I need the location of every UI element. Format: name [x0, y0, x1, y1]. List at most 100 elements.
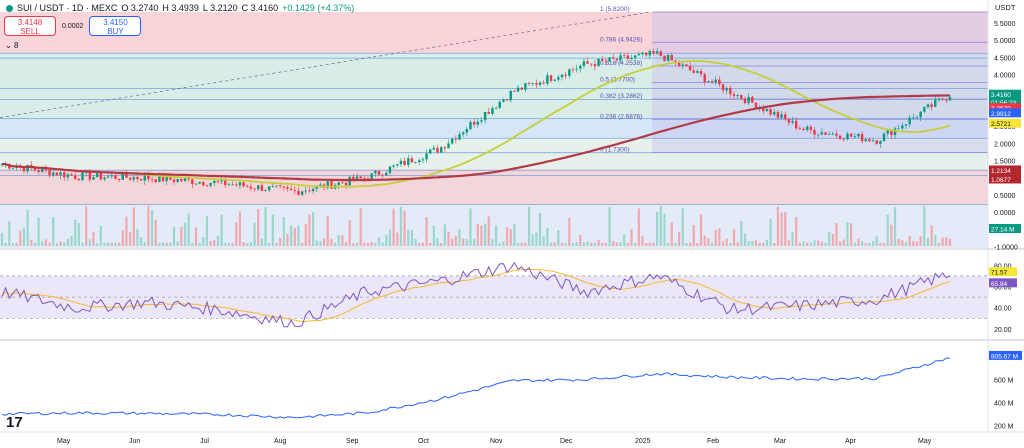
volume-bar: [333, 242, 337, 246]
candle-body: [249, 186, 253, 189]
candle-body: [469, 121, 472, 130]
ma-long-line: [2, 94, 950, 182]
candle-body: [641, 52, 644, 55]
candle-body: [48, 169, 51, 176]
candle-body: [908, 117, 911, 125]
volume-bar: [901, 240, 904, 246]
volume-bar: [275, 242, 278, 246]
candle-body: [183, 178, 187, 182]
volume-bar: [542, 236, 545, 246]
sell-button[interactable]: 3.4148 SELL: [4, 16, 56, 36]
candle-body: [396, 164, 399, 166]
tradingview-logo[interactable]: 17: [6, 414, 23, 431]
volume-bar: [751, 241, 754, 246]
volume-bar: [740, 220, 743, 246]
candle-body: [216, 180, 220, 182]
volume-bar: [871, 241, 875, 246]
volume-bar: [312, 212, 315, 246]
time-axis-label: Oct: [418, 438, 429, 445]
candle-body: [582, 61, 586, 66]
volume-bar: [388, 229, 392, 246]
candle-body: [509, 90, 512, 101]
volume-bar: [52, 217, 55, 246]
candle-body: [359, 176, 362, 179]
candle-body: [842, 138, 845, 140]
candle-body: [480, 120, 483, 122]
volume-bar: [260, 238, 263, 246]
price-axis-label: 4.0000: [994, 73, 1016, 80]
candle-body: [505, 99, 509, 101]
volume-bar: [941, 237, 944, 246]
volume-bar: [22, 227, 26, 246]
candle-body: [483, 111, 487, 121]
candle-body: [663, 55, 666, 61]
buy-button[interactable]: 3.4150 BUY: [89, 16, 142, 36]
candle-body: [670, 55, 673, 61]
candle-body: [209, 183, 212, 186]
candle-body: [297, 190, 300, 195]
volume-bar: [861, 241, 864, 246]
volume-bar: [615, 242, 618, 246]
volume-bar: [74, 219, 77, 246]
volume-bar: [553, 242, 556, 246]
volume-bar: [96, 243, 99, 246]
ohlc-low: L 3.2120: [202, 3, 238, 13]
volume-bar: [286, 233, 289, 246]
volume-bar: [341, 235, 344, 246]
candle-body: [879, 141, 882, 144]
rsi-tag-label: 65.84: [991, 281, 1008, 288]
zone-red-top: [0, 12, 988, 54]
time-axis-label: Aug: [274, 438, 287, 445]
candle-body: [421, 159, 425, 161]
candle-body: [707, 81, 710, 82]
volume-bar: [725, 238, 728, 246]
volume-bar: [875, 236, 878, 246]
zone-volume: [0, 204, 988, 248]
volume-bar: [454, 235, 457, 246]
volume-bar: [220, 214, 223, 246]
volume-bar: [787, 240, 790, 246]
volume-bar: [659, 206, 662, 246]
volume-bar: [696, 242, 699, 246]
candle-body: [864, 139, 867, 142]
candle-body: [224, 179, 227, 186]
volume-bar: [890, 224, 893, 246]
volume-bar: [418, 242, 421, 246]
candle-body: [710, 81, 714, 83]
candle-body: [22, 167, 26, 172]
volume-bar: [99, 225, 102, 246]
candle-body: [524, 83, 527, 90]
volume-bar: [227, 242, 231, 246]
volume-bar: [762, 242, 765, 246]
candle-body: [604, 60, 608, 62]
volume-bar: [707, 238, 710, 246]
candle-body: [798, 128, 802, 130]
candle-body: [747, 96, 750, 104]
candle-body: [776, 112, 780, 118]
candle-body: [754, 102, 758, 109]
volume-bar: [842, 239, 845, 246]
indicator-legend-toggle[interactable]: ⌄ 8: [5, 41, 18, 50]
candle-body: [564, 74, 567, 76]
candle-body: [498, 101, 501, 108]
symbol-title[interactable]: SUI / USDT · 1D · MEXC: [17, 3, 118, 13]
volume-bar: [315, 240, 318, 246]
candle-body: [568, 69, 571, 76]
candle-body: [454, 138, 458, 140]
time-axis-label: Nov: [490, 438, 503, 445]
candle-body: [293, 190, 296, 191]
price-tag: [989, 174, 1021, 184]
time-axis-label: Apr: [845, 438, 857, 445]
volume-group: [0, 205, 952, 246]
volume-bar: [92, 232, 95, 246]
volume-bar: [597, 239, 600, 246]
candle-body: [765, 109, 769, 112]
candle-body: [699, 70, 703, 75]
candle-body: [868, 139, 871, 142]
volume-bar: [948, 238, 952, 246]
volume-bar: [301, 242, 304, 246]
candle-body: [330, 181, 333, 189]
candle-body: [235, 184, 238, 186]
sell-price: 3.4148: [17, 18, 43, 27]
